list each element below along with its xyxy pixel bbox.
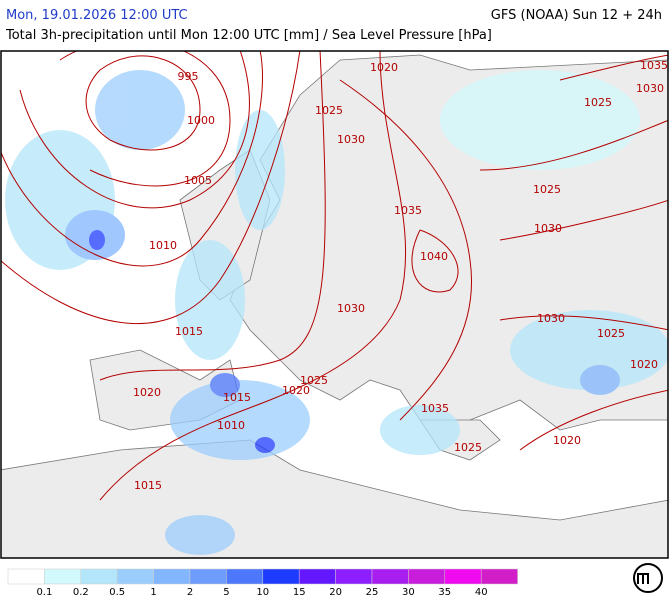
isobar-label: 1020 xyxy=(133,386,161,399)
isobar-label: 1010 xyxy=(217,419,245,432)
isobar-label: 1025 xyxy=(584,96,612,109)
model: GFS (NOAA) Sun 12 + 24h xyxy=(491,8,662,23)
isobar-label: 1000 xyxy=(187,114,215,127)
logo xyxy=(633,563,663,593)
isobar-label: 1020 xyxy=(282,384,310,397)
legend-swatch xyxy=(371,568,409,585)
legend-swatch xyxy=(153,568,191,585)
isobar-label: 1005 xyxy=(184,174,212,187)
isobar-label: 1010 xyxy=(149,239,177,252)
legend-swatch xyxy=(335,568,373,585)
legend-swatch xyxy=(298,568,336,585)
legend-label: 2 xyxy=(187,587,193,598)
legend-swatch xyxy=(80,568,118,585)
isobars xyxy=(1,51,668,501)
legend-label: 0.5 xyxy=(109,587,125,598)
isobar-label: 1020 xyxy=(630,358,658,371)
legend-label: 35 xyxy=(438,587,451,598)
legend-label: 10 xyxy=(256,587,269,598)
isobar-label: 1020 xyxy=(553,434,581,447)
isobar-label: 1040 xyxy=(420,250,448,263)
legend-swatch xyxy=(116,568,154,585)
legend-swatch xyxy=(408,568,446,585)
legend-label: 40 xyxy=(475,587,488,598)
legend-label: 5 xyxy=(223,587,229,598)
isobar-label: 1030 xyxy=(636,82,664,95)
legend-label: 25 xyxy=(366,587,379,598)
isobar-label: 1020 xyxy=(370,61,398,74)
isobar-label: 1030 xyxy=(337,302,365,315)
legend-label: 0.2 xyxy=(73,587,89,598)
date: Mon, 19.01.2026 12:00 UTC xyxy=(6,8,188,23)
legend-swatch xyxy=(44,568,82,585)
isobar-label: 1015 xyxy=(175,325,203,338)
legend-swatch xyxy=(7,568,45,585)
isobar-label: 1030 xyxy=(337,133,365,146)
isobar-label: 1025 xyxy=(300,374,328,387)
isobar-label: 1035 xyxy=(394,204,422,217)
isobar-label: 995 xyxy=(178,70,199,83)
legend-swatch xyxy=(444,568,482,585)
isobar-label: 1030 xyxy=(537,312,565,325)
legend-swatch xyxy=(189,568,227,585)
isobar-label: 1030 xyxy=(534,222,562,235)
isobar-label: 1025 xyxy=(315,104,343,117)
legend-swatch xyxy=(226,568,264,585)
legend-label: 0.1 xyxy=(36,587,52,598)
precipitation xyxy=(5,70,668,555)
legend-label: 20 xyxy=(329,587,342,598)
legend-label: 30 xyxy=(402,587,415,598)
isobar-label: 1025 xyxy=(533,183,561,196)
legend-swatch xyxy=(480,568,518,585)
legend: 0.1 0.2 0.5 1 2 5 10 15 20 25 30 35 40 xyxy=(7,568,518,598)
legend-label: 15 xyxy=(293,587,306,598)
isobar-label: 1035 xyxy=(640,59,668,72)
legend-label: 1 xyxy=(150,587,156,598)
subtitle: Total 3h-precipitation until Mon 12:00 U… xyxy=(5,28,492,43)
isobar-label: 1025 xyxy=(454,441,482,454)
isobar-label: 1025 xyxy=(597,327,625,340)
isobar-label: 1015 xyxy=(223,391,251,404)
isobar-label: 1015 xyxy=(134,479,162,492)
isobar-label: 1035 xyxy=(421,402,449,415)
legend-swatch xyxy=(262,568,300,585)
